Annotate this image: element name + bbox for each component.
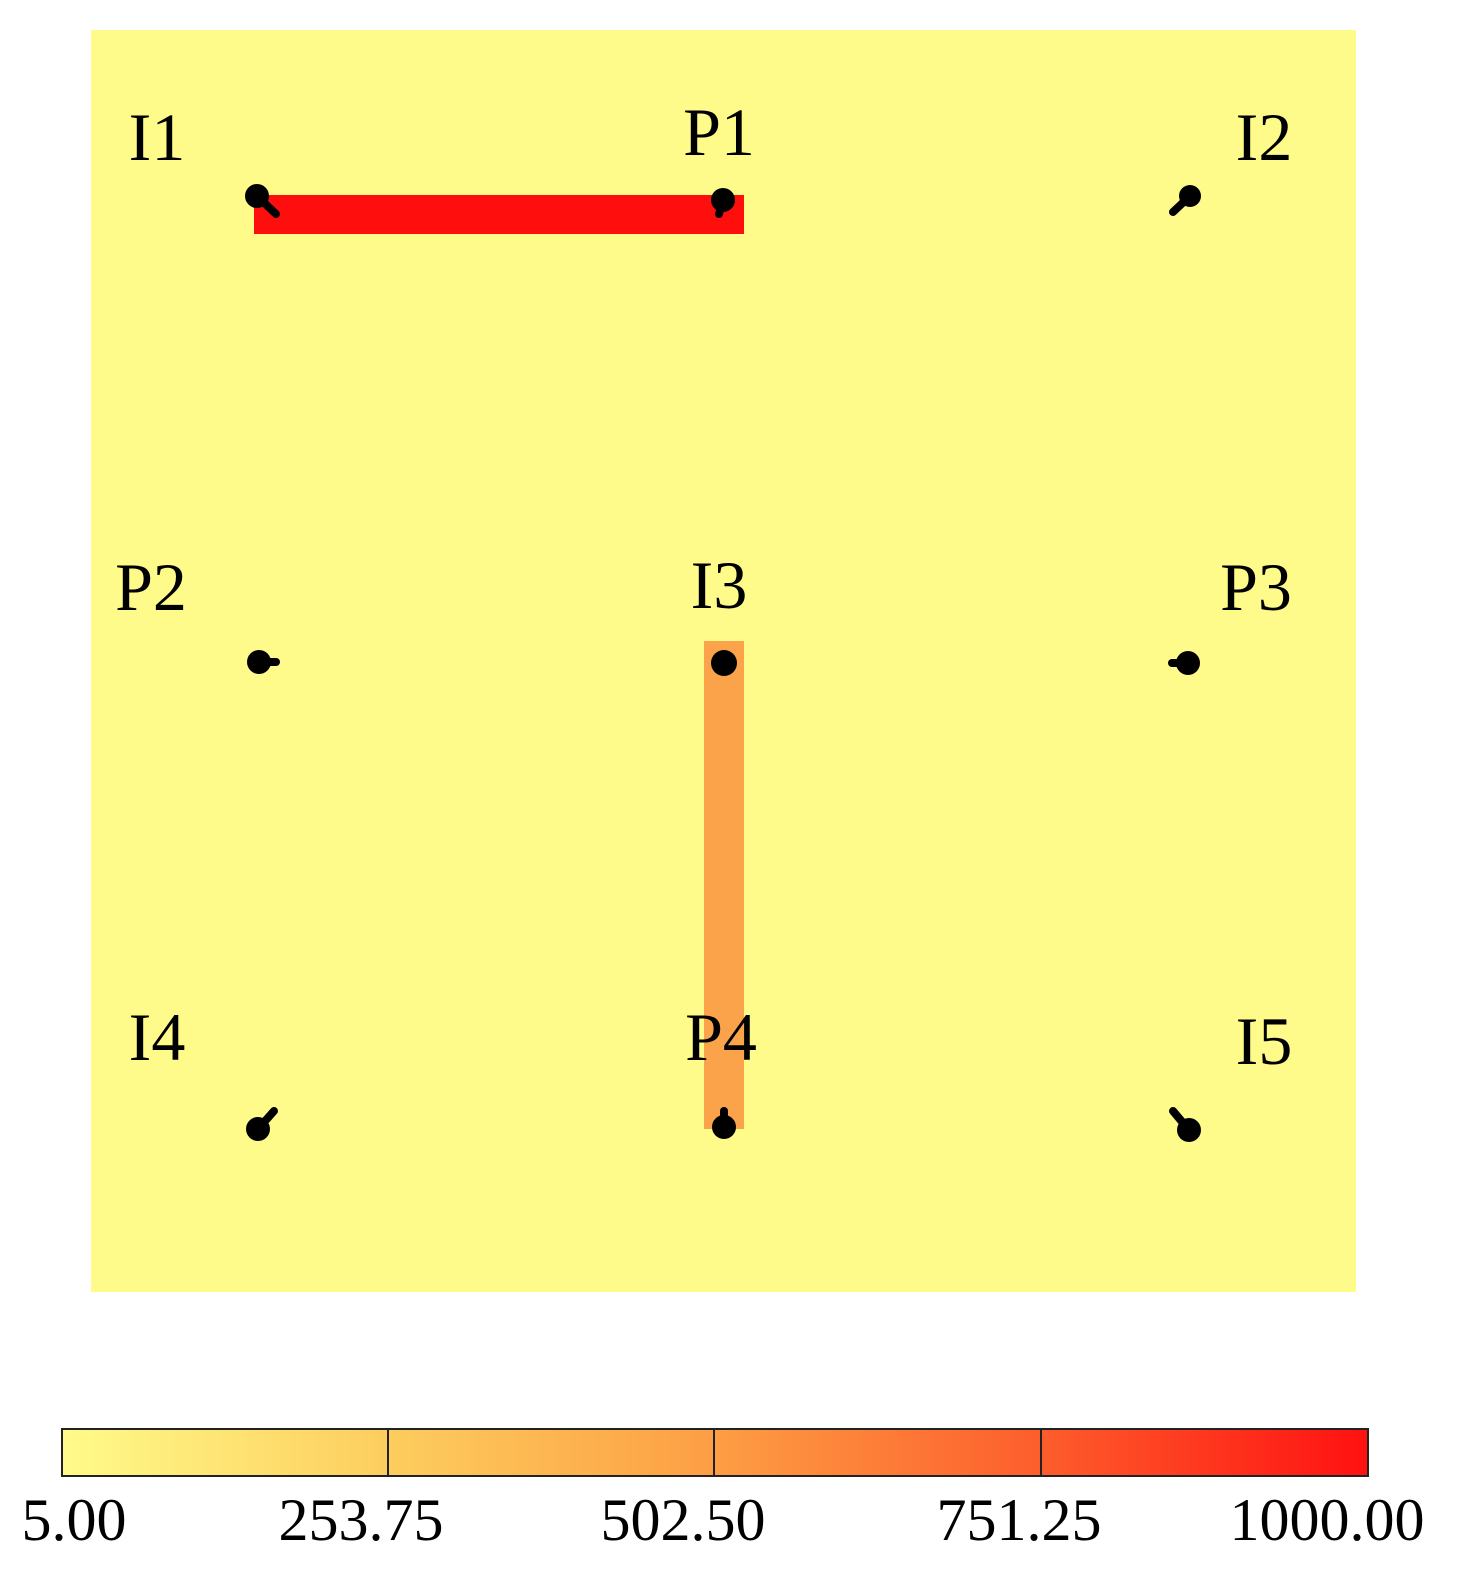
well-label-P1: P1 <box>683 94 755 170</box>
well-marker-P4 <box>712 1107 736 1139</box>
well-label-I3: I3 <box>691 547 748 623</box>
well-marker-I3 <box>711 650 737 676</box>
colorbar-tick-label: 502.50 <box>601 1487 766 1553</box>
colorbar-tick-label: 751.25 <box>937 1487 1102 1553</box>
fracture-I1-P1 <box>254 195 744 234</box>
well-label-I1: I1 <box>129 99 186 175</box>
fracture-I3-P4 <box>704 641 744 1129</box>
colorbar-tick-label: 5.00 <box>22 1487 127 1553</box>
well-label-I2: I2 <box>1236 99 1293 175</box>
well-marker-I4 <box>246 1107 278 1141</box>
well-marker-P1 <box>711 188 735 218</box>
well-marker-I2 <box>1169 185 1201 216</box>
well-label-P4: P4 <box>685 999 757 1075</box>
well-marker-P3 <box>1168 651 1200 675</box>
well-marker-P2 <box>247 650 280 674</box>
well-label-P3: P3 <box>1220 549 1292 625</box>
colorbar-tick-label: 253.75 <box>279 1487 444 1553</box>
well-marker-I5 <box>1169 1107 1201 1142</box>
well-label-I5: I5 <box>1236 1003 1293 1079</box>
well-label-P2: P2 <box>115 549 187 625</box>
colorbar: 5.00 253.75 502.50 751.25 1000.00 <box>22 1428 1425 1553</box>
colorbar-tick-label: 1000.00 <box>1230 1487 1425 1553</box>
well-marker-I1 <box>245 184 280 218</box>
well-label-I4: I4 <box>129 999 186 1075</box>
